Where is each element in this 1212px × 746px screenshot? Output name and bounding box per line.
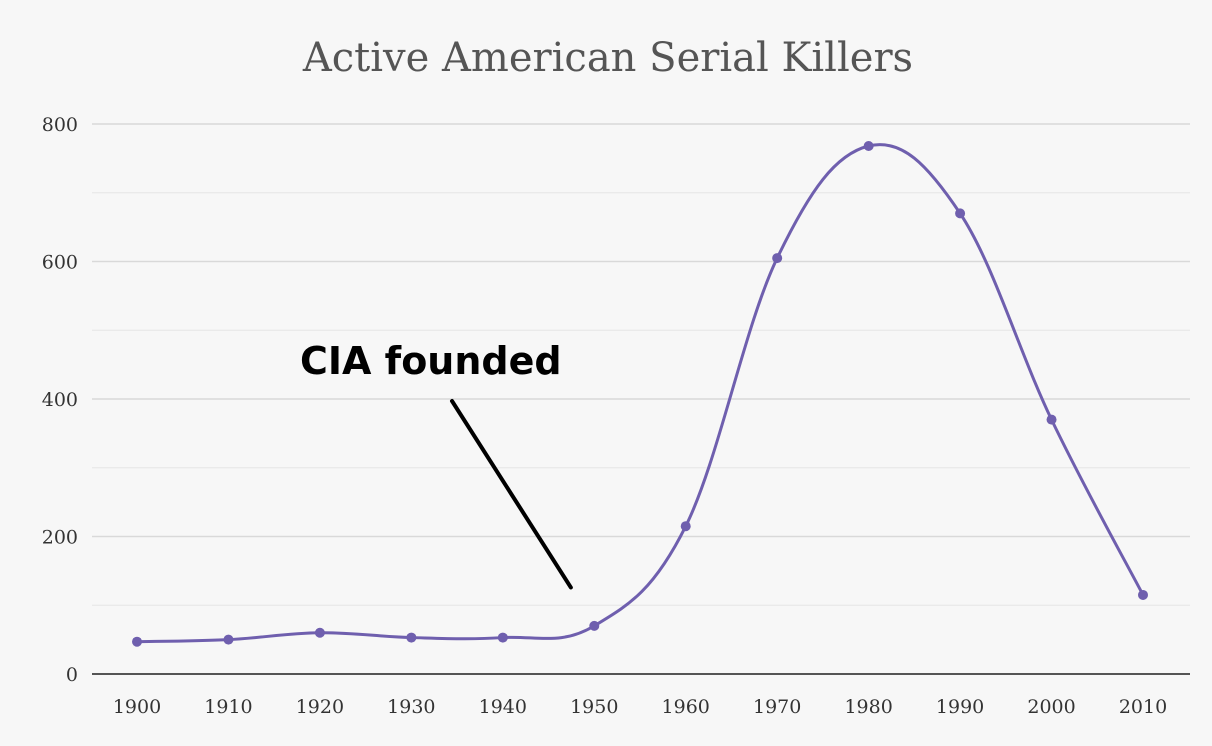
data-point — [132, 636, 142, 647]
data-point — [223, 634, 234, 645]
x-tick-label: 1990 — [936, 696, 984, 718]
data-point — [1138, 589, 1148, 600]
x-tick-label: 1970 — [753, 696, 801, 718]
annotations: CIA founded — [300, 339, 573, 590]
data-point — [497, 632, 508, 643]
y-tick-label: 600 — [42, 252, 78, 274]
data-point — [955, 208, 966, 219]
data-point — [589, 620, 600, 631]
x-tick-label: 1980 — [844, 696, 892, 718]
x-tick-label: 1950 — [570, 696, 618, 718]
axes: 0 200 400 600 800 1900 1910 1920 1930 1940 1950 196… — [42, 114, 1190, 718]
x-tick-label: 1920 — [296, 696, 344, 718]
x-tick-label: 2000 — [1027, 696, 1075, 718]
x-tick-label: 1930 — [387, 696, 435, 718]
x-tick-label: 1900 — [113, 696, 161, 718]
data-point — [772, 253, 783, 264]
series-line-path — [136, 143, 1145, 644]
annotation-arrow — [450, 399, 573, 590]
x-tick-label: 2010 — [1119, 696, 1167, 718]
data-point — [863, 141, 874, 151]
data-point — [680, 521, 691, 532]
data-point — [1046, 414, 1057, 425]
x-tick-label: 1940 — [479, 696, 527, 718]
x-tick-label: 1960 — [662, 696, 710, 718]
data-point — [406, 632, 417, 643]
y-tick-label: 800 — [42, 114, 78, 136]
y-tick-label: 0 — [66, 664, 78, 686]
y-tick-label: 200 — [42, 527, 78, 549]
chart-title: Active American Serial Killers — [302, 35, 913, 81]
data-point — [314, 627, 325, 638]
grid-lines — [92, 123, 1190, 606]
x-tick-label: 1910 — [204, 696, 252, 718]
series-line — [132, 141, 1148, 647]
annotation-label: CIA founded — [300, 339, 562, 383]
y-tick-label: 400 — [42, 389, 78, 411]
